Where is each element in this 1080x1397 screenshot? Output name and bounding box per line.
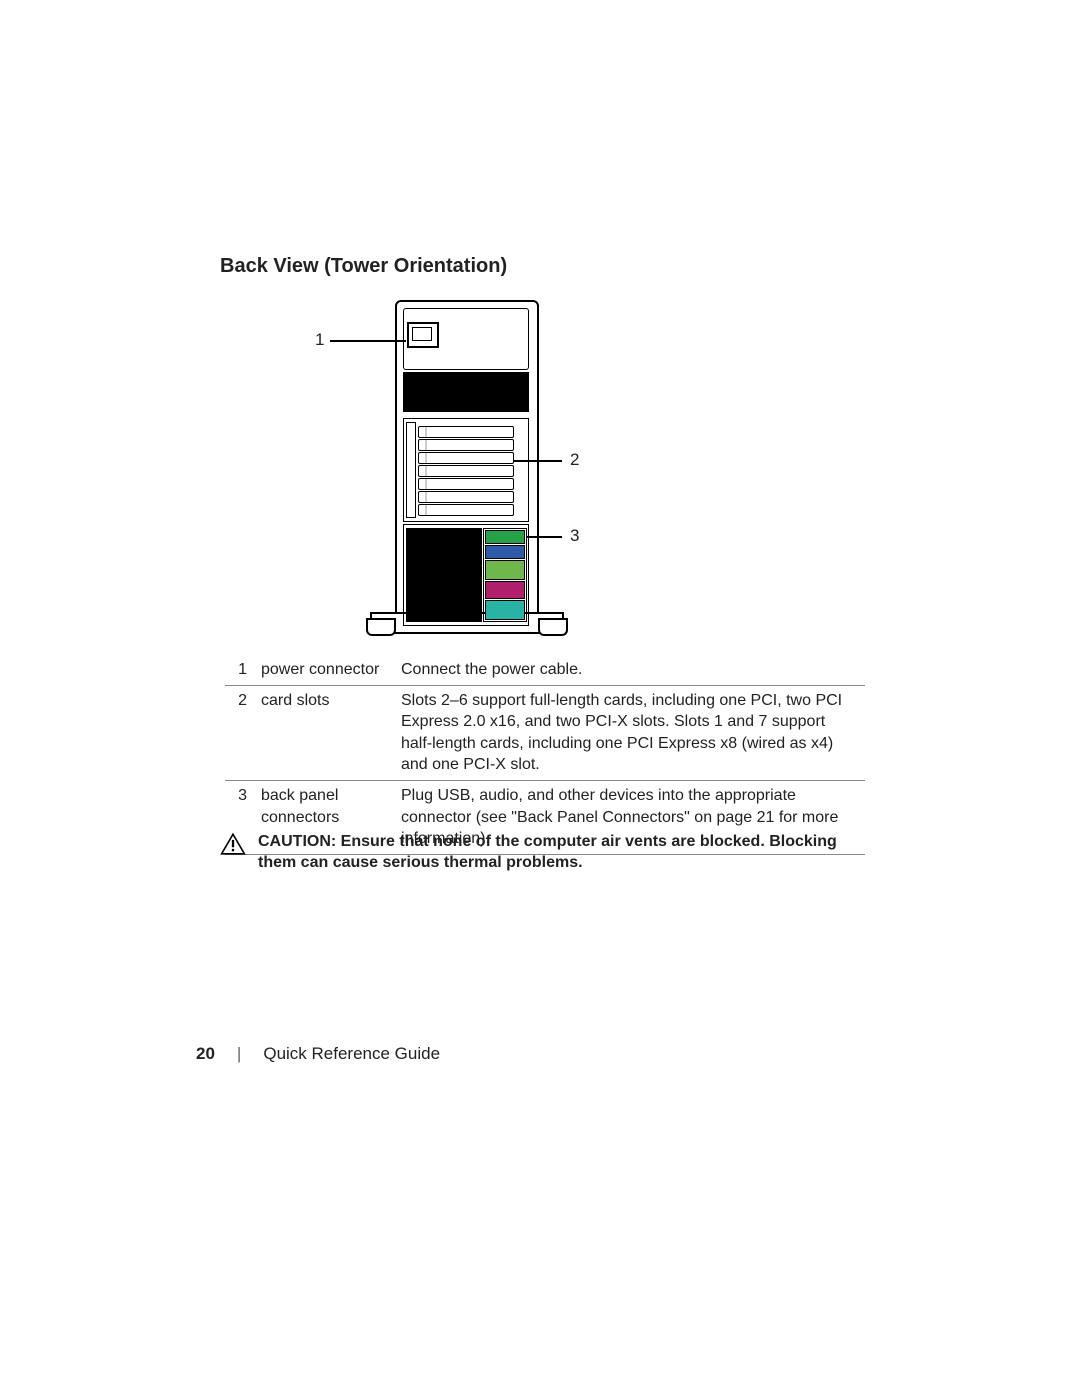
io-port bbox=[485, 581, 525, 599]
section-heading: Back View (Tower Orientation) bbox=[220, 255, 507, 278]
back-view-diagram: 1 2 3 bbox=[220, 300, 860, 645]
page-number: 20 bbox=[196, 1044, 215, 1064]
io-port bbox=[485, 600, 525, 620]
legend-num: 2 bbox=[225, 685, 261, 780]
card-slot bbox=[418, 426, 514, 438]
caution-note: CAUTION: Ensure that none of the compute… bbox=[220, 832, 870, 874]
caution-text: CAUTION: Ensure that none of the compute… bbox=[258, 832, 870, 874]
caution-lead: CAUTION: bbox=[258, 833, 336, 850]
footer-separator: | bbox=[237, 1044, 241, 1064]
callout-leader bbox=[514, 460, 562, 462]
legend-desc: Slots 2–6 support full-length cards, inc… bbox=[401, 685, 865, 780]
power-connector-icon bbox=[407, 322, 439, 348]
card-slot bbox=[418, 491, 514, 503]
io-port bbox=[485, 560, 525, 580]
vent-upper bbox=[403, 372, 529, 412]
callout-label: 2 bbox=[570, 450, 579, 470]
card-slot bbox=[418, 504, 514, 516]
card-slot bbox=[418, 478, 514, 490]
legend-num: 1 bbox=[225, 655, 261, 685]
table-row: 1 power connector Connect the power cabl… bbox=[225, 655, 865, 685]
table-row: 2 card slots Slots 2–6 support full-leng… bbox=[225, 685, 865, 780]
legend-label: power connector bbox=[261, 655, 401, 685]
vent-lower bbox=[406, 528, 482, 622]
footer-title: Quick Reference Guide bbox=[263, 1044, 440, 1064]
warning-triangle-icon bbox=[220, 832, 246, 856]
callout-label: 1 bbox=[315, 330, 324, 350]
manual-page: Back View (Tower Orientation) 1 2 bbox=[0, 0, 1080, 1397]
callout-leader bbox=[330, 340, 406, 342]
card-slot bbox=[418, 465, 514, 477]
page-footer: 20 | Quick Reference Guide bbox=[196, 1044, 440, 1064]
caution-body: Ensure that none of the computer air ven… bbox=[258, 833, 837, 871]
io-port bbox=[485, 545, 525, 559]
io-port bbox=[485, 530, 525, 544]
card-slot bbox=[418, 439, 514, 451]
callout-legend-table: 1 power connector Connect the power cabl… bbox=[225, 655, 865, 855]
legend-label: card slots bbox=[261, 685, 401, 780]
card-slot-rail bbox=[406, 422, 416, 518]
card-slot bbox=[418, 452, 514, 464]
tower-foot-left bbox=[366, 618, 396, 636]
callout-label: 3 bbox=[570, 526, 579, 546]
callout-leader bbox=[526, 536, 562, 538]
tower-foot-right bbox=[538, 618, 568, 636]
legend-desc: Connect the power cable. bbox=[401, 655, 865, 685]
